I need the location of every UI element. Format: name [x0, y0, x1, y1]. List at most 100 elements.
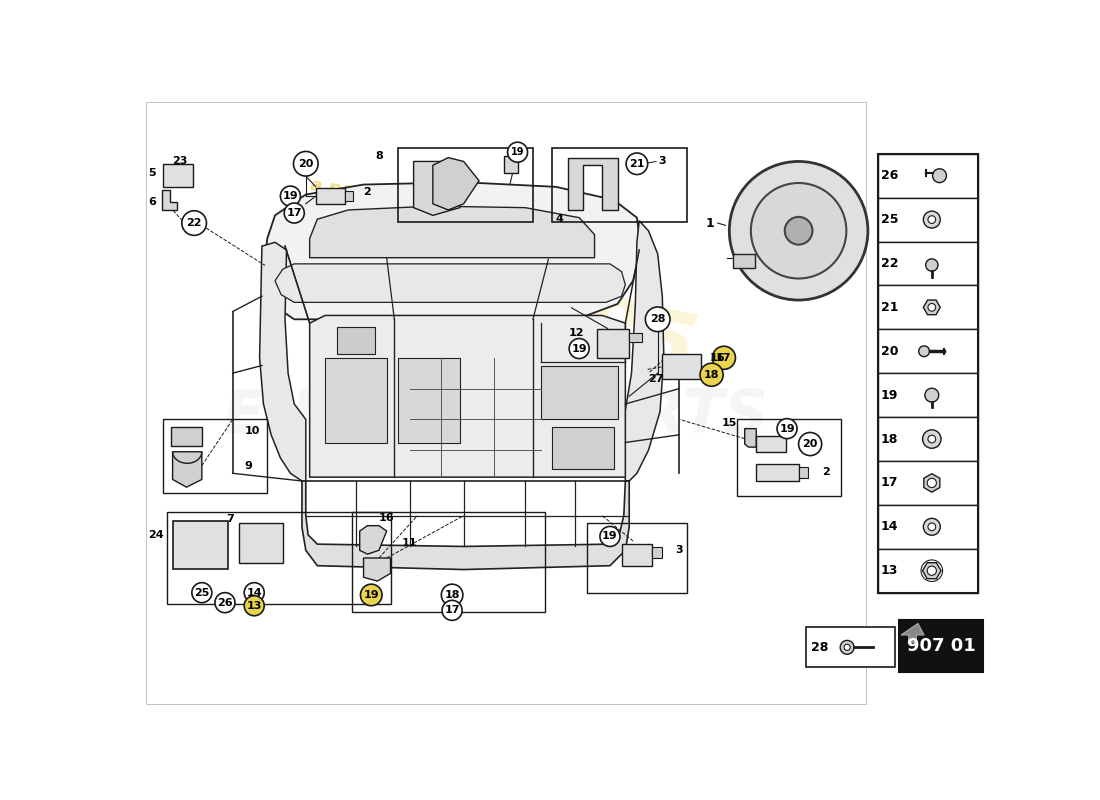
Circle shape	[926, 259, 938, 271]
Text: 18: 18	[704, 370, 719, 380]
Bar	[504, 156, 517, 173]
Text: 20: 20	[881, 345, 899, 358]
Text: 19: 19	[779, 424, 795, 434]
Circle shape	[777, 418, 797, 438]
Polygon shape	[260, 242, 306, 481]
Text: 12: 12	[569, 328, 584, 338]
Text: 19: 19	[363, 590, 379, 600]
Text: 21: 21	[881, 301, 899, 314]
Bar	[629, 333, 641, 342]
Circle shape	[361, 584, 382, 606]
Text: 13: 13	[881, 564, 898, 578]
Text: 1985: 1985	[459, 266, 703, 394]
Circle shape	[933, 169, 946, 182]
Text: 22: 22	[881, 257, 899, 270]
Bar	[899, 619, 983, 672]
Text: 16: 16	[711, 353, 726, 363]
Text: 18: 18	[444, 590, 460, 600]
Polygon shape	[414, 162, 460, 215]
Bar	[737, 419, 842, 496]
Bar	[326, 358, 387, 442]
Text: 13: 13	[246, 601, 262, 610]
Circle shape	[280, 186, 300, 206]
Circle shape	[928, 216, 936, 223]
Bar	[878, 461, 978, 505]
Circle shape	[294, 151, 318, 176]
Circle shape	[441, 584, 463, 606]
Text: EUROCARPARTS: EUROCARPARTS	[223, 387, 769, 446]
Bar	[352, 512, 544, 612]
Circle shape	[751, 183, 846, 278]
Bar	[146, 102, 867, 704]
Circle shape	[214, 593, 235, 613]
Text: 18: 18	[881, 433, 898, 446]
Text: 19: 19	[283, 191, 298, 201]
Circle shape	[925, 388, 938, 402]
Polygon shape	[901, 623, 924, 642]
Text: 26: 26	[881, 169, 898, 182]
Text: 27: 27	[649, 374, 664, 384]
Text: 5: 5	[148, 168, 156, 178]
Bar	[345, 191, 353, 201]
Circle shape	[442, 600, 462, 620]
Polygon shape	[624, 221, 664, 481]
Polygon shape	[568, 158, 618, 210]
Bar	[806, 627, 895, 667]
Polygon shape	[172, 427, 202, 446]
Bar	[316, 188, 345, 204]
Circle shape	[646, 307, 670, 332]
Text: 19: 19	[571, 343, 587, 354]
Bar	[878, 549, 978, 593]
Bar	[878, 286, 978, 330]
Bar	[173, 521, 228, 569]
Bar	[398, 358, 460, 442]
Text: 15: 15	[722, 418, 737, 428]
Polygon shape	[924, 474, 939, 492]
Circle shape	[927, 478, 936, 487]
Polygon shape	[923, 300, 940, 314]
Circle shape	[713, 346, 736, 370]
Text: 19: 19	[510, 147, 525, 158]
Text: 19: 19	[602, 531, 618, 542]
Bar	[733, 254, 755, 268]
Text: 28: 28	[811, 641, 828, 654]
Polygon shape	[363, 558, 390, 581]
Circle shape	[928, 303, 936, 311]
Circle shape	[244, 596, 264, 616]
Circle shape	[729, 162, 868, 300]
Text: 22: 22	[186, 218, 202, 228]
Circle shape	[918, 346, 930, 357]
Polygon shape	[262, 182, 640, 319]
Bar	[398, 148, 534, 222]
Text: 3: 3	[659, 157, 667, 166]
Polygon shape	[275, 264, 625, 302]
Text: 25: 25	[195, 588, 209, 598]
Bar	[757, 436, 785, 452]
Circle shape	[191, 582, 212, 602]
Text: 4: 4	[556, 214, 564, 224]
Circle shape	[923, 518, 940, 535]
Polygon shape	[310, 315, 625, 477]
Circle shape	[928, 523, 936, 530]
Text: 21: 21	[629, 158, 645, 169]
Bar	[662, 354, 701, 378]
Text: 26: 26	[217, 598, 233, 608]
Polygon shape	[310, 206, 594, 258]
Text: 14: 14	[246, 588, 262, 598]
Circle shape	[284, 203, 305, 223]
Bar	[652, 547, 661, 558]
Text: 17: 17	[881, 477, 899, 490]
Text: 6: 6	[147, 198, 156, 207]
Text: 20: 20	[298, 158, 314, 169]
Circle shape	[923, 430, 942, 448]
Bar	[552, 427, 614, 470]
Bar	[163, 164, 192, 187]
Polygon shape	[301, 481, 629, 570]
Circle shape	[784, 217, 813, 245]
Bar	[878, 154, 978, 593]
Text: 16: 16	[378, 513, 395, 523]
Text: 9: 9	[244, 461, 252, 470]
Text: 1: 1	[705, 217, 714, 230]
Text: 10: 10	[244, 426, 260, 436]
Text: 2: 2	[822, 466, 829, 477]
